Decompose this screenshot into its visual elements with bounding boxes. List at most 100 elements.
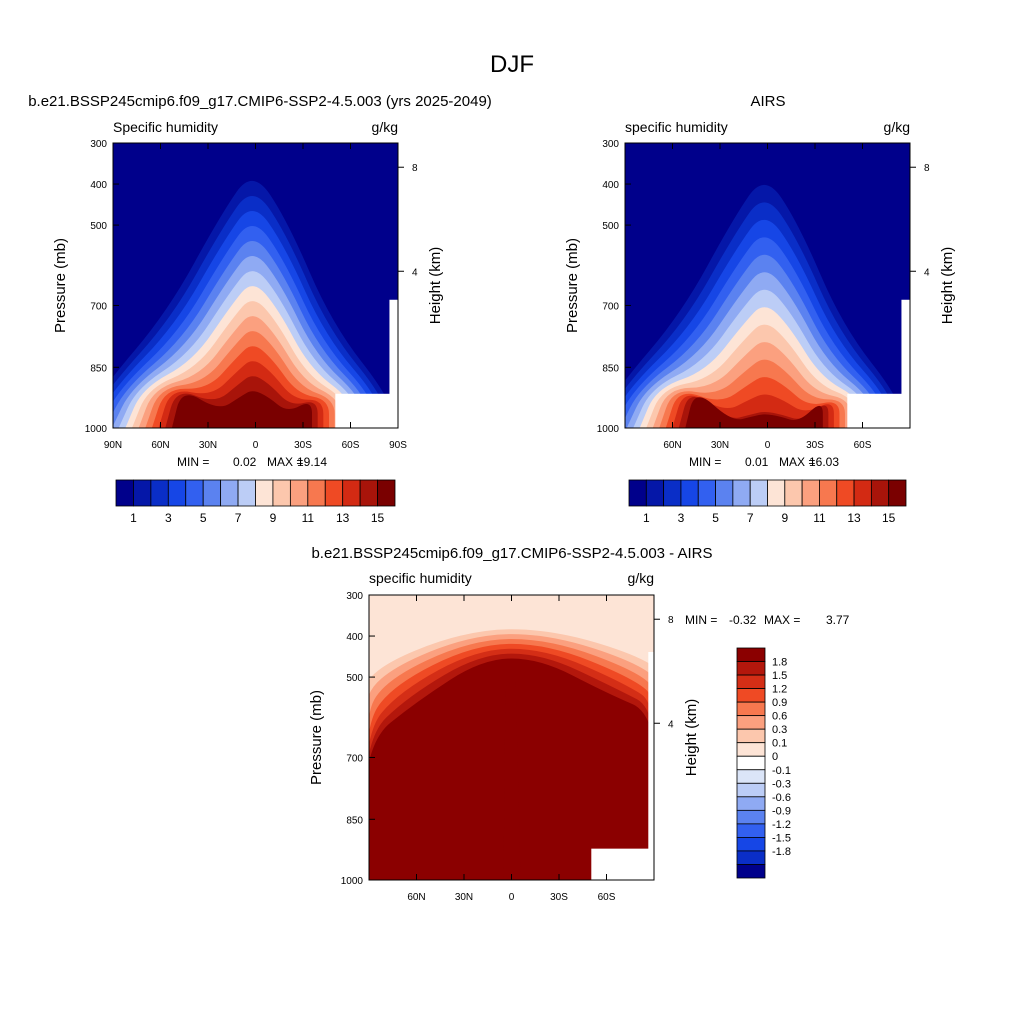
min-value: 0.02 [233,455,257,469]
colorbar-swatch [784,479,803,507]
colorbar-swatch [377,479,396,507]
min-label: MIN = [177,455,209,469]
x-tick-label: 30N [199,440,217,451]
x-tick-label: 30S [806,440,824,451]
y-tick-label: 300 [90,139,107,150]
panel-title: b.e21.BSSP245cmip6.f09_g17.CMIP6-SSP2-4.… [28,93,492,110]
colorbar-swatch [628,479,647,507]
colorbar-swatch [732,479,751,507]
max-label: MAX = [764,613,800,627]
colorbar-label: 0 [772,751,778,763]
colorbar-swatch [736,701,766,717]
colorbar-swatch [237,479,256,507]
colorbar-swatch [736,850,766,865]
colorbar-swatch [736,715,766,730]
panel-title: AIRS [750,93,785,110]
colorbar-swatch [185,479,204,507]
y-tick-label: 500 [90,221,107,232]
panel-1: b.e21.BSSP245cmip6.f09_g17.CMIP6-SSP2-4.… [28,93,492,525]
colorbar-swatch [736,661,766,676]
colorbar-swatch [697,479,716,507]
missing-data [901,299,910,428]
contour-band-15 [171,391,313,428]
plot-area [113,143,398,428]
max-value: 3.77 [826,613,850,627]
panel-3: b.e21.BSSP245cmip6.f09_g17.CMIP6-SSP2-4.… [308,545,850,903]
colorbar-swatch [736,796,766,811]
colorbar-swatch [749,479,768,507]
colorbar-swatch [220,479,239,507]
colorbar-swatch [736,647,766,662]
y-tick-label: 1000 [85,424,108,435]
colorbar-swatch [888,479,907,507]
y-axis-label: Pressure (mb) [564,238,581,333]
contour-band-1.8 [503,680,521,880]
colorbar-label: 0.9 [772,697,787,709]
colorbar-label: 7 [235,511,242,525]
y-tick-label: 400 [602,180,619,191]
colorbar-swatch [767,479,786,507]
x-tick-label: 0 [253,440,259,451]
colorbar-swatch [736,823,766,838]
max-label: MAX = [267,455,303,469]
colorbar-label: -1.8 [772,846,791,858]
missing-data [847,393,910,428]
colorbar-swatch [736,688,766,703]
y-tick-label: 400 [90,180,107,191]
y-tick-label: 850 [346,815,363,826]
y-tick-label: 300 [346,591,363,602]
colorbar-label: 3 [165,511,172,525]
colorbar-label: -0.9 [772,805,791,817]
colorbar-swatch [150,479,169,507]
y-tick-label: 500 [346,673,363,684]
colorbar-swatch [167,479,187,507]
colorbar-label: -1.5 [772,832,791,844]
y-tick-label: 500 [602,221,619,232]
min-label: MIN = [689,455,721,469]
contour-band-15 [685,397,823,428]
y2-tick-label: 4 [924,267,930,278]
colorbar: 1 3 5 7 9 11 13 15 [115,479,396,525]
x-tick-label: 30S [294,440,312,451]
colorbar-swatch [645,479,665,507]
colorbar-swatch [133,479,152,507]
missing-data [335,393,398,428]
colorbar-swatch [736,755,766,771]
min-value: 0.01 [745,455,769,469]
colorbar-swatch [715,479,734,507]
x-tick-label: 30N [455,892,473,903]
y-tick-label: 1000 [597,424,620,435]
colorbar-label: 1.8 [772,657,787,669]
variable-label: specific humidity [625,119,728,135]
x-tick-label: 60S [598,892,616,903]
colorbar-swatch [836,479,855,507]
colorbar-label: 13 [847,511,861,525]
y-tick-label: 850 [90,363,107,374]
colorbar-swatch [736,742,766,757]
colorbar-swatch [736,837,766,852]
x-tick-label: 0 [765,440,771,451]
colorbar: 1 3 5 7 9 11 13 15 [628,479,907,525]
colorbar-label: 1.2 [772,684,787,696]
colorbar-swatch [736,809,766,825]
max-value: 19.14 [297,455,327,469]
colorbar-label: 13 [336,511,350,525]
colorbar-swatch [359,479,378,507]
x-tick-label: 60N [151,440,169,451]
colorbar-swatch [255,479,274,507]
y2-tick-label: 4 [668,719,674,730]
colorbar-label: 11 [813,511,826,525]
y-tick-label: 300 [602,139,619,150]
min-label: MIN = [685,613,717,627]
colorbar-swatch [736,864,766,879]
colorbar-label: 3 [678,511,685,525]
y-axis-label: Pressure (mb) [308,690,325,785]
colorbar-label: 1.5 [772,670,787,682]
x-tick-label: 90S [389,440,407,451]
missing-data [648,652,654,880]
colorbar-swatch [736,782,766,798]
missing-data [389,299,398,428]
variable-label: Specific humidity [113,119,218,135]
plot-area [625,143,910,428]
